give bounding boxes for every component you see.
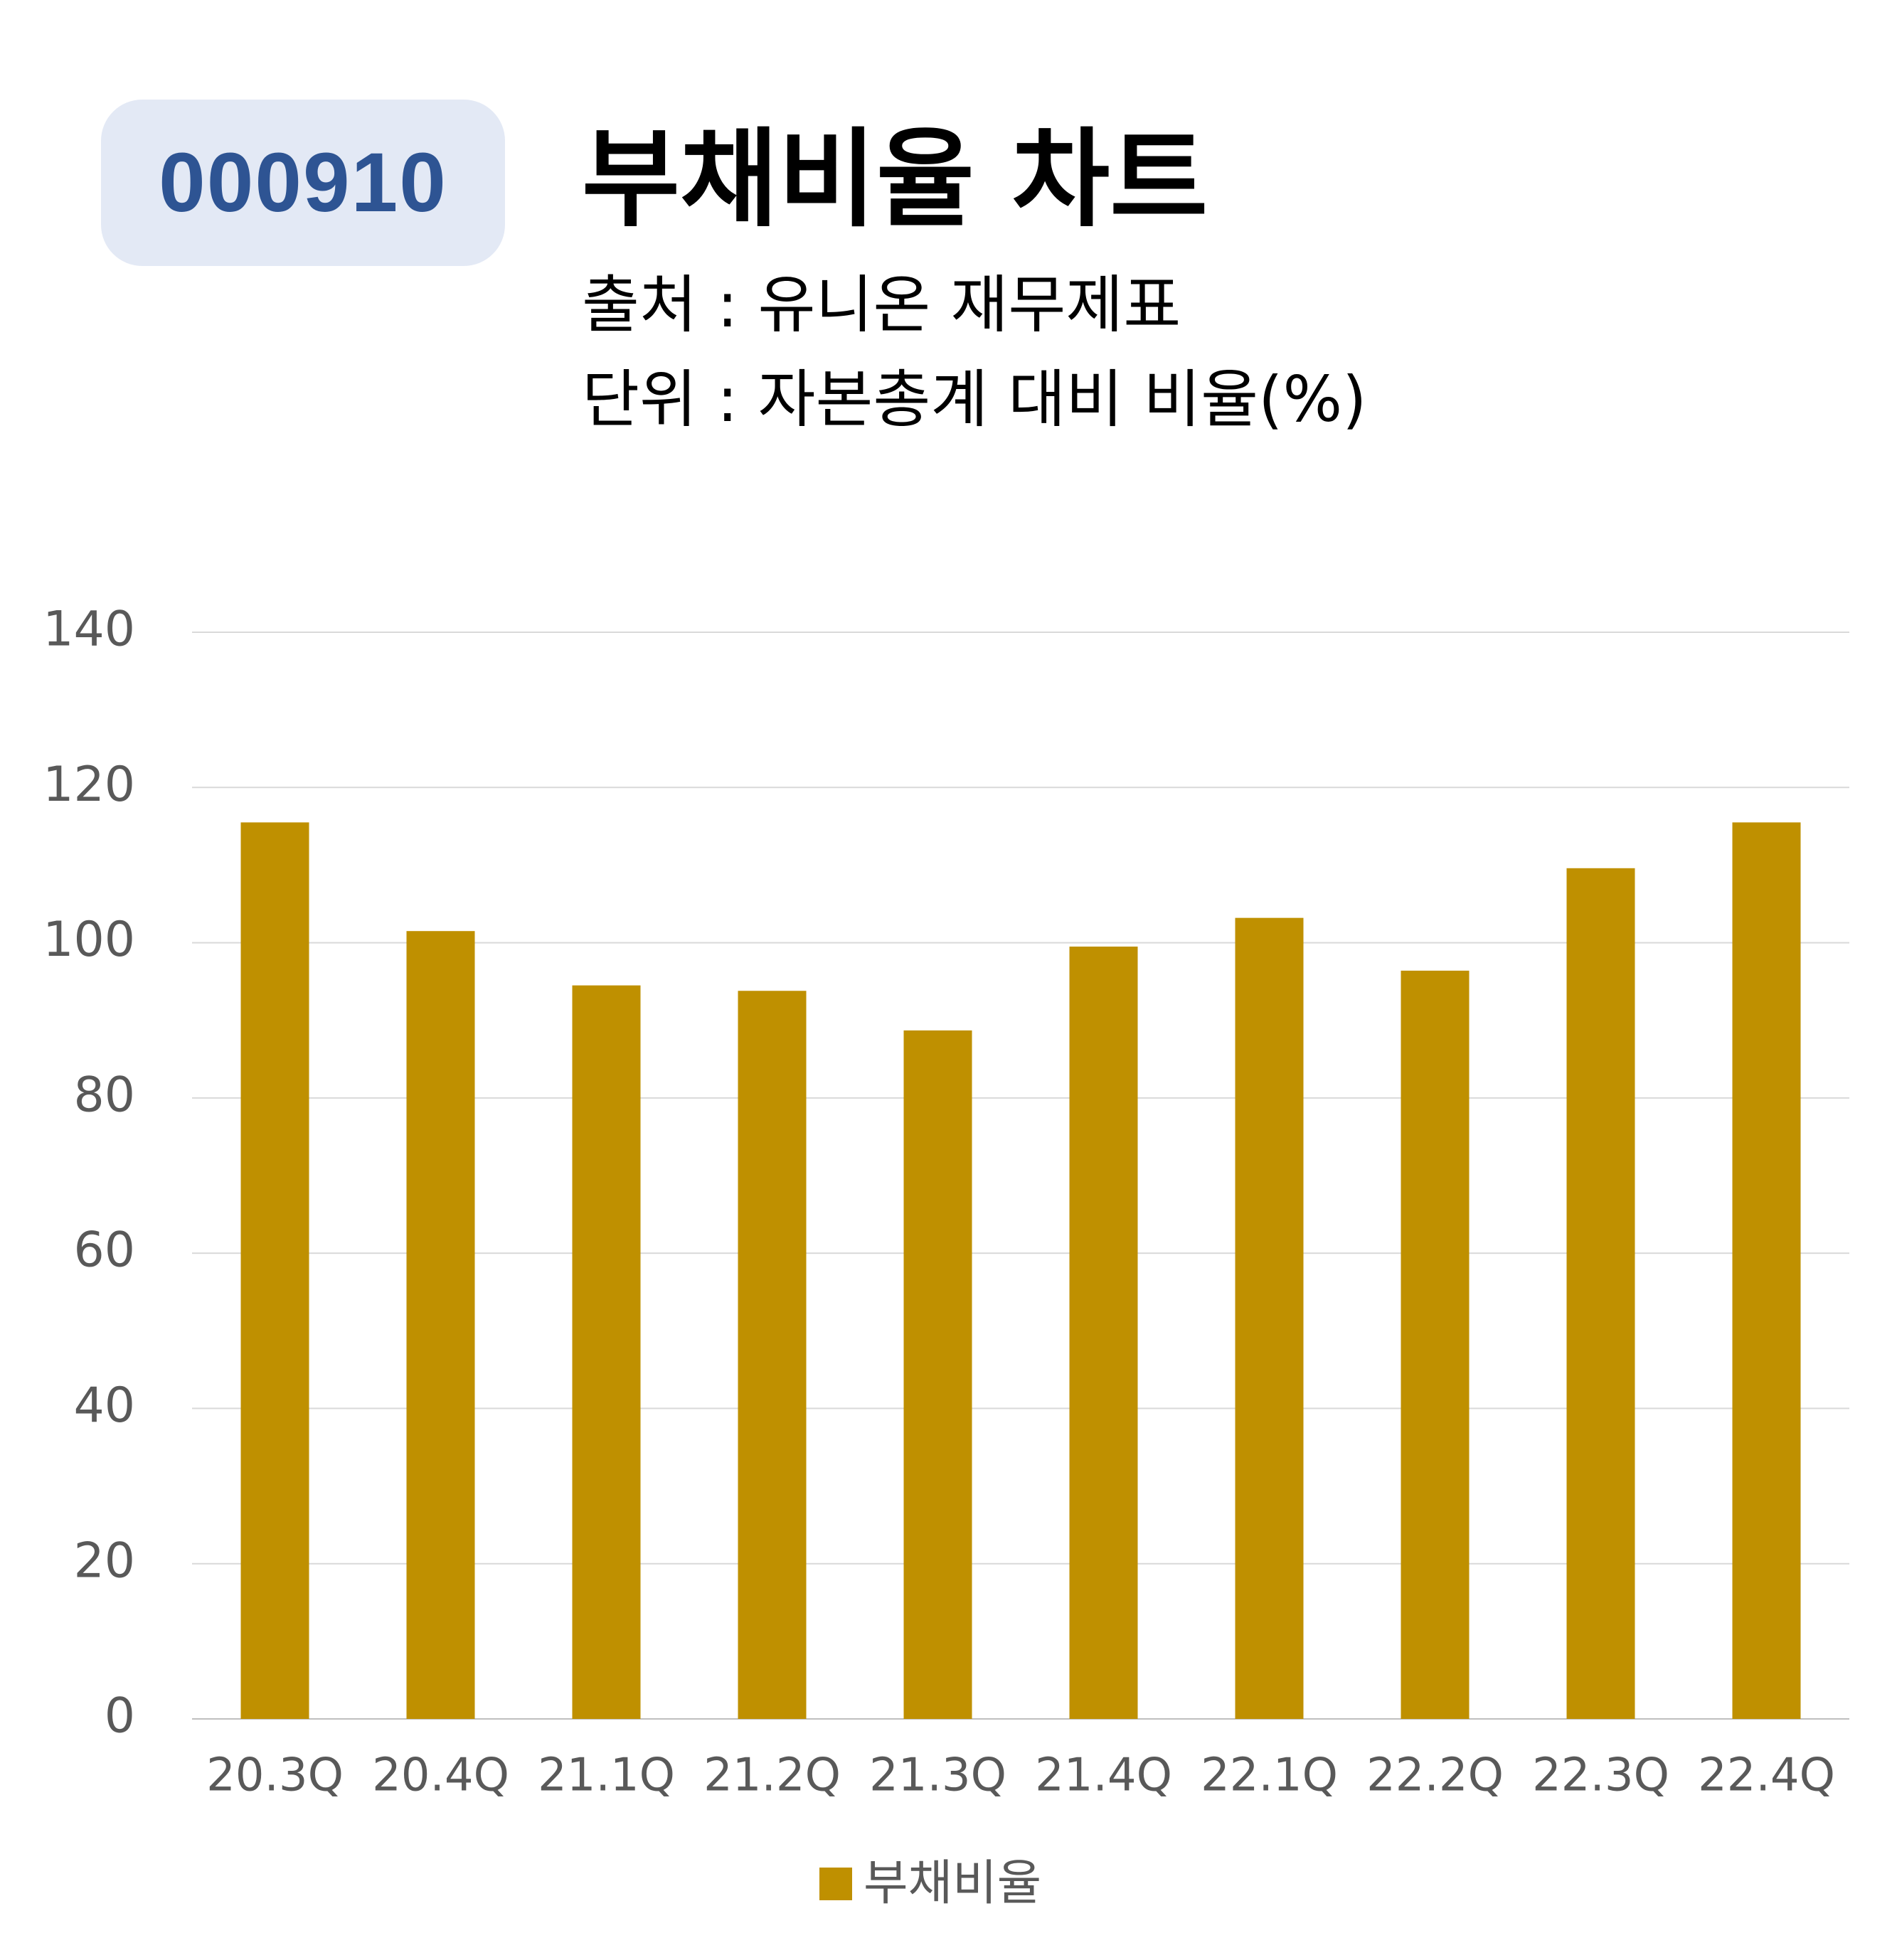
y-tick-label: 100 bbox=[43, 912, 135, 968]
ticker-badge: 000910 bbox=[101, 100, 505, 266]
x-tick-label: 20.4Q bbox=[372, 1749, 509, 1802]
bar bbox=[1401, 970, 1470, 1719]
legend-swatch bbox=[819, 1868, 852, 1900]
x-tick-label: 22.4Q bbox=[1698, 1749, 1835, 1802]
ticker-code: 000910 bbox=[159, 136, 447, 230]
x-tick-label: 21.4Q bbox=[1035, 1749, 1172, 1802]
x-tick-label: 21.2Q bbox=[703, 1749, 841, 1802]
chart-title: 부채비율 차트 bbox=[582, 118, 1208, 242]
bar bbox=[572, 985, 641, 1719]
bar bbox=[240, 822, 309, 1719]
y-tick-label: 0 bbox=[105, 1688, 135, 1745]
x-tick-label: 21.1Q bbox=[538, 1749, 675, 1802]
x-tick-label: 20.3Q bbox=[206, 1749, 344, 1802]
bar bbox=[738, 991, 807, 1719]
x-tick-label: 22.3Q bbox=[1532, 1749, 1669, 1802]
y-tick-label: 60 bbox=[73, 1223, 135, 1279]
legend-label: 부채비율 bbox=[864, 1855, 1042, 1912]
unit-text: 단위 : 자본총계 대비 비율(%) bbox=[582, 363, 1367, 436]
x-tick-label: 22.2Q bbox=[1366, 1749, 1504, 1802]
bar bbox=[903, 1030, 972, 1719]
y-tick-label: 120 bbox=[43, 757, 135, 813]
y-tick-label: 20 bbox=[73, 1533, 135, 1589]
bar bbox=[1235, 917, 1304, 1719]
bar bbox=[1732, 822, 1801, 1719]
bar bbox=[1069, 947, 1138, 1719]
y-tick-label: 80 bbox=[73, 1067, 135, 1123]
x-tick-label: 21.3Q bbox=[869, 1749, 1006, 1802]
bar bbox=[1566, 868, 1635, 1719]
y-tick-label: 40 bbox=[73, 1378, 135, 1434]
x-tick-label: 22.1Q bbox=[1201, 1749, 1338, 1802]
source-text: 출처 : 유니온 재무제표 bbox=[582, 268, 1181, 341]
bar bbox=[406, 931, 475, 1719]
legend: 부채비율 bbox=[819, 1860, 1041, 1908]
y-tick-label: 140 bbox=[43, 602, 135, 658]
